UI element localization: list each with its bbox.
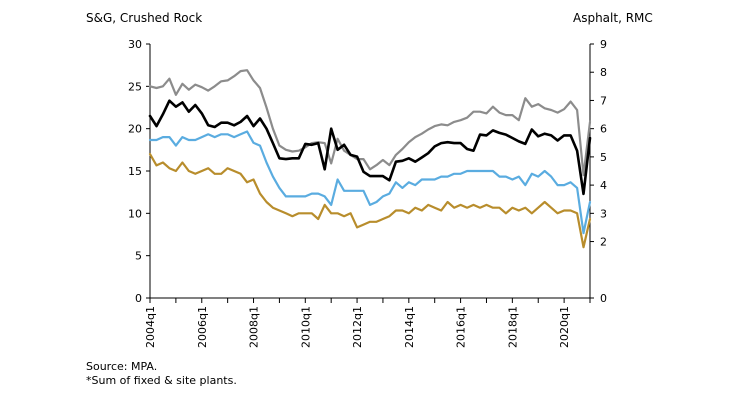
x-tick-label: 2014q1 [403, 306, 416, 348]
left-tick-label: 20 [128, 123, 142, 136]
right-tick-label: 8 [600, 66, 607, 79]
x-tick-label: 2006q1 [196, 306, 209, 348]
right-axis-title: Asphalt, RMC [573, 11, 653, 25]
series-line-black [148, 99, 592, 196]
left-tick-label: 25 [128, 80, 142, 93]
x-tick-label: 2012q1 [351, 306, 364, 348]
left-tick-label: 30 [128, 38, 142, 51]
left-tick-label: 0 [135, 292, 142, 305]
right-tick-label: 6 [600, 123, 607, 136]
right-tick-label: 4 [600, 179, 607, 192]
right-tick-label: 5 [600, 151, 607, 164]
x-tick-label: 2018q1 [506, 306, 519, 348]
right-tick-label: 2 [600, 236, 607, 249]
source-note: Source: MPA. [86, 360, 158, 373]
series-line-blue [148, 130, 592, 235]
left-tick-label: 10 [128, 207, 142, 220]
right-tick-label: 3 [600, 207, 607, 220]
footnote: *Sum of fixed & site plants. [86, 374, 237, 387]
series-line-gray [148, 69, 592, 177]
x-tick-label: 2004q1 [144, 306, 157, 348]
left-tick-label: 15 [128, 165, 142, 178]
left-axis-title: S&G, Crushed Rock [86, 11, 203, 25]
tick-labels: 0 5 10 15 20 25 30 0 2 3 4 5 6 7 8 9 2004q1 2006q1 2008q1 2… [128, 38, 607, 348]
series-lines [148, 69, 592, 249]
x-tick-label: 2020q1 [558, 306, 571, 348]
x-tick-label: 2010q1 [299, 306, 312, 348]
x-tick-label: 2008q1 [248, 306, 261, 348]
right-tick-label: 9 [600, 38, 607, 51]
right-tick-label: 7 [600, 94, 607, 107]
x-tick-label: 2016q1 [455, 306, 468, 348]
left-tick-label: 5 [135, 250, 142, 263]
axes [146, 43, 594, 303]
right-tick-label: 0 [600, 292, 607, 305]
series-line-gold [148, 153, 592, 249]
